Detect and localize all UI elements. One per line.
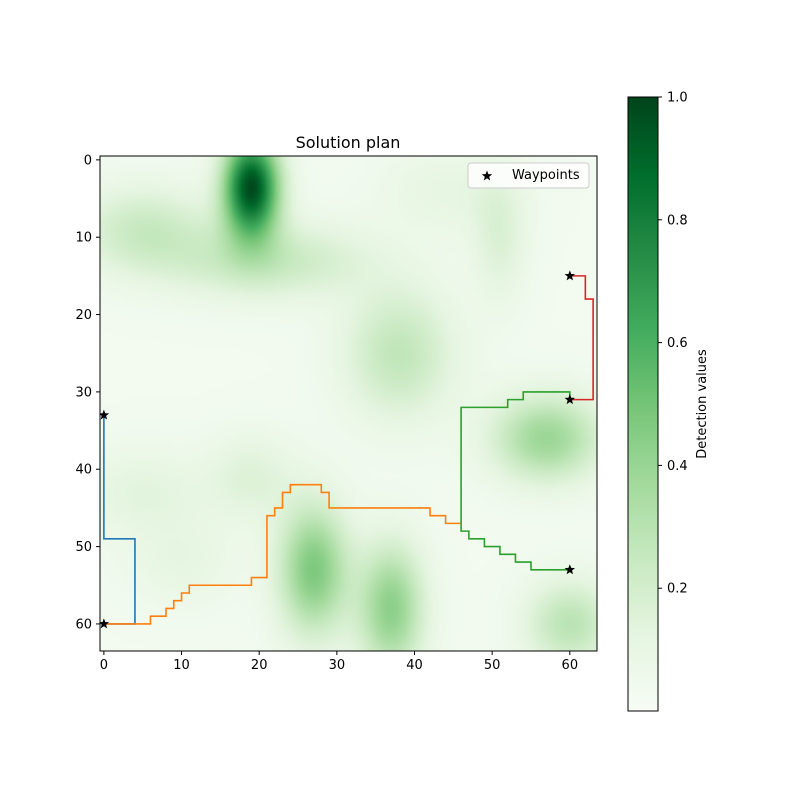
colorbar-tick-label: 0.6 <box>667 336 688 351</box>
colorbar-gradient <box>627 96 659 712</box>
y-tick-label: 0 <box>84 153 92 168</box>
legend: Waypoints <box>467 162 590 189</box>
colorbar-tick-label: 0.8 <box>667 213 688 228</box>
path-segment-3 <box>460 391 571 571</box>
y-tick-label: 50 <box>75 540 92 555</box>
x-tick-label: 0 <box>100 658 108 673</box>
y-tick-label: 10 <box>75 231 92 246</box>
legend-star-icon <box>481 170 493 181</box>
waypoint-marker <box>564 394 576 405</box>
y-tick-label: 30 <box>75 385 92 400</box>
colorbar-label: Detection values <box>695 349 710 459</box>
detection-heatmap <box>100 156 597 651</box>
colorbar-tick-label: 0.2 <box>667 582 688 597</box>
colorbar-tick-label: 0.4 <box>667 459 688 474</box>
path-segment-4 <box>569 275 594 401</box>
colorbar: 0.2 0.4 0.6 0.8 1.0 Detection values <box>627 91 710 712</box>
y-axis-ticks: 0 10 20 30 40 50 60 <box>75 153 100 632</box>
waypoint-marker <box>564 270 576 281</box>
path-segments <box>103 275 594 625</box>
waypoint-marker <box>100 409 110 420</box>
x-axis-ticks: 0 10 20 30 40 50 60 <box>100 651 578 673</box>
path-segment-2 <box>103 483 462 625</box>
x-tick-label: 40 <box>406 658 423 673</box>
colorbar-ticks: 0.2 0.4 0.6 0.8 1.0 <box>658 91 688 597</box>
x-tick-label: 60 <box>562 658 579 673</box>
plot-area <box>100 156 597 651</box>
waypoint-markers <box>100 270 576 629</box>
waypoint-marker <box>564 564 576 575</box>
waypoint-marker <box>100 618 110 629</box>
x-tick-label: 10 <box>173 658 190 673</box>
x-tick-label: 30 <box>329 658 346 673</box>
x-tick-label: 50 <box>484 658 501 673</box>
chart-title: Solution plan <box>296 133 401 152</box>
x-tick-label: 20 <box>251 658 268 673</box>
y-tick-label: 40 <box>75 463 92 478</box>
y-tick-label: 20 <box>75 308 92 323</box>
legend-box <box>467 162 590 189</box>
colorbar-tick-label: 1.0 <box>667 91 688 106</box>
legend-label: Waypoints <box>512 168 580 183</box>
plot-frame <box>99 155 598 652</box>
y-tick-label: 60 <box>75 617 92 632</box>
